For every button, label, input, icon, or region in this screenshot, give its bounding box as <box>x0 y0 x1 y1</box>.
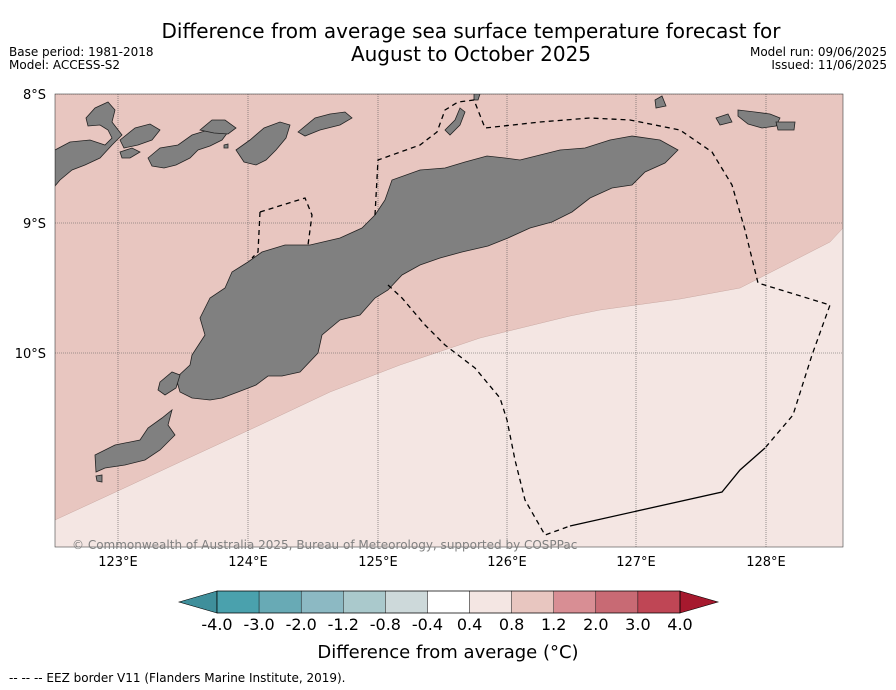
colorbar-label: Difference from average (°C) <box>317 642 579 663</box>
colorbar-cell <box>216 590 260 614</box>
meta-right: Model run: 09/06/2025 Issued: 11/06/2025 <box>750 46 887 72</box>
colorbar-tick-label: 3.0 <box>625 615 650 634</box>
colorbar-cell <box>258 590 302 614</box>
colorbar-right-arrow <box>679 590 720 614</box>
colorbar-tick-label: -1.2 <box>328 615 359 634</box>
timor-island <box>175 135 679 401</box>
map-area <box>55 94 843 547</box>
colorbar-cell <box>469 590 512 614</box>
title-line-1: Difference from average sea surface temp… <box>161 19 781 43</box>
colorbar-cell <box>385 590 428 614</box>
lon-label: 123°E <box>98 555 138 570</box>
chart-title: Difference from average sea surface temp… <box>140 20 802 66</box>
eez-legend-note: -- -- -- EEZ border V11 (Flanders Marine… <box>9 671 346 685</box>
alor-island <box>235 121 291 166</box>
colorbar-tick-label: 4.0 <box>667 615 692 634</box>
colorbar-cell <box>553 590 597 614</box>
colorbar-cell <box>637 590 681 614</box>
model-name: Model: ACCESS-S2 <box>9 58 121 72</box>
lon-label: 127°E <box>616 555 656 570</box>
colorbar-cell <box>595 590 639 614</box>
lon-labels: 123°E 124°E 125°E 126°E 127°E 128°E <box>98 555 786 570</box>
meta-left: Base period: 1981-2018 Model: ACCESS-S2 <box>9 46 154 72</box>
moa-island <box>737 109 781 129</box>
pantar-island <box>199 119 237 135</box>
colorbar-tick-label: 0.8 <box>499 615 524 634</box>
model-run: Model run: 09/06/2025 <box>749 45 887 59</box>
roti-island <box>94 408 176 473</box>
lakor-island <box>775 121 796 131</box>
anomaly-region-warm <box>55 94 843 521</box>
colorbar-tick-label: -0.4 <box>412 615 443 634</box>
colorbar-tick-label: -0.8 <box>370 615 401 634</box>
lat-label: 9°S <box>23 217 46 232</box>
colorbar-cell <box>300 590 344 614</box>
atauro-island <box>444 107 466 136</box>
map-frame <box>54 93 844 548</box>
colorbar-tick-label: 1.2 <box>541 615 566 634</box>
kisar-island <box>654 95 667 109</box>
solor-island <box>119 123 161 149</box>
land <box>55 94 796 483</box>
lat-label: 10°S <box>15 347 46 362</box>
lon-label: 125°E <box>358 555 398 570</box>
small-islet-2 <box>223 143 229 149</box>
colorbar-frame <box>216 590 681 614</box>
copyright-text: © Commonwealth of Australia 2025, Bureau… <box>72 538 577 552</box>
colorbar-tick-labels: -4.0 -3.0 -2.0 -1.2 -0.8 -0.4 0.4 0.8 1.2 2.0 3.0 4… <box>201 615 692 634</box>
lembata-island <box>147 127 229 169</box>
adonara-island <box>119 147 141 159</box>
base-period: Base period: 1981-2018 <box>9 45 154 59</box>
ndao-islet <box>95 474 103 483</box>
eez-border <box>251 99 831 536</box>
colorbar-cells <box>216 590 681 614</box>
colorbar-tick-label: -4.0 <box>201 615 232 634</box>
colorbar-tick-label: -2.0 <box>286 615 317 634</box>
flores-island <box>55 101 123 187</box>
wetar-island <box>297 111 353 137</box>
leti-island <box>715 113 733 126</box>
small-islet-1 <box>473 94 481 101</box>
colorbar-tick-label: 2.0 <box>583 615 608 634</box>
lon-label: 126°E <box>487 555 527 570</box>
issued-date: Issued: 11/06/2025 <box>771 58 887 72</box>
colorbar-cell <box>511 590 554 614</box>
lat-labels: 8°S 9°S 10°S <box>15 88 46 362</box>
colorbar-cell <box>427 590 470 614</box>
colorbar-tick-label: 0.4 <box>457 615 482 634</box>
title-line-2: August to October 2025 <box>350 42 592 66</box>
semau-island <box>157 371 181 396</box>
colorbar: -4.0 -3.0 -2.0 -1.2 -0.8 -0.4 0.4 0.8 1.2 2.0 3.0 4… <box>177 590 720 634</box>
lon-label: 124°E <box>228 555 268 570</box>
colorbar-cell <box>343 590 386 614</box>
colorbar-tick-label: -3.0 <box>243 615 274 634</box>
colorbar-left-arrow <box>177 590 218 614</box>
lon-label: 128°E <box>746 555 786 570</box>
lat-label: 8°S <box>23 88 46 103</box>
